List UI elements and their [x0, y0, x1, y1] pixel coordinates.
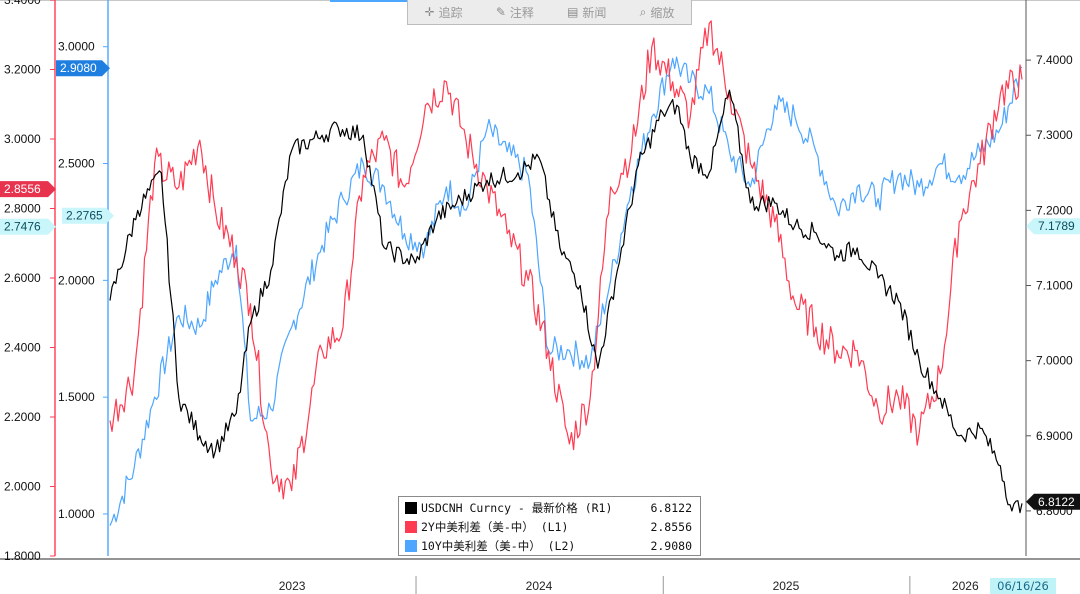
r1-tick-label: 7.4000 [1036, 53, 1073, 67]
r1-cyan-marker: 7.1789 [1038, 219, 1075, 233]
toolbar-track-label: 追踪 [438, 5, 463, 20]
far-left-tick-label: 3.0000 [4, 132, 41, 146]
l1-tick-label: 3.0000 [58, 40, 95, 54]
far-left-red-marker: 2.8556 [4, 182, 41, 196]
l2-blue-marker: 2.9080 [60, 61, 97, 75]
legend-name-10y: 10Y中美利差（美-中） (L2) [421, 538, 576, 553]
far-left-cyan-marker-bg [0, 218, 56, 235]
far-left-tick-label: 2.0000 [4, 480, 41, 494]
l1-tick-label: 2.0000 [58, 273, 95, 287]
legend-value-usdcnh: 6.8122 [650, 500, 692, 515]
far-left-tick-label: 2.4000 [4, 341, 41, 355]
usdcnh-line [109, 89, 1023, 514]
legend-value-10y: 2.9080 [650, 538, 692, 553]
legend-swatch-10y [405, 539, 417, 552]
toolbar-zoom-label: 缩放 [650, 5, 675, 20]
x-tick-label: 2026 [952, 579, 979, 593]
toolbar-annotate-label: 注释 [509, 5, 534, 20]
far-left-tick-label: 2.2000 [4, 410, 41, 424]
l1-cyan-marker-bg [62, 207, 114, 224]
r1-tick-label: 7.3000 [1036, 128, 1073, 142]
far-left-red-marker-bg [0, 181, 56, 198]
r1-cyan-marker-bg [1026, 218, 1080, 235]
current-date-box: 06/16/26 [990, 578, 1056, 594]
series-layer [109, 20, 1023, 526]
y10-spread-line [109, 56, 1023, 526]
legend-swatch-2y [405, 520, 417, 533]
crosshair-icon: ✛ [424, 5, 435, 19]
r1-tick-label: 7.0000 [1036, 354, 1073, 368]
legend-name-usdcnh: USDCNH Curncy - 最新价格 (R1) [421, 500, 613, 515]
magnifier-icon: ⌕ [639, 4, 647, 19]
r1-black-marker: 6.8122 [1038, 495, 1075, 509]
toolbar-news-label: 新闻 [582, 5, 607, 20]
l1-cyan-marker: 2.2765 [66, 209, 103, 223]
legend-value-2y: 2.8556 [650, 519, 692, 534]
toolbar-annotate-button[interactable]: ✎ 注释 [496, 4, 534, 21]
r1-tick-label: 7.2000 [1036, 203, 1073, 217]
legend-entry-2y: 2Y中美利差（美-中） (L1) 2.8556 [399, 518, 700, 535]
r1-tick-label: 7.1000 [1036, 279, 1073, 293]
pencil-icon: ✎ [495, 5, 506, 19]
legend-name-2y: 2Y中美利差（美-中） (L1) [421, 519, 569, 534]
l1-tick-label: 1.0000 [58, 507, 95, 521]
r1-black-marker-bg [1026, 493, 1080, 510]
chart-toolbar: ✛ 追踪 ✎ 注释 ▤ 新闻 ⌕ 缩放 [407, 0, 692, 25]
far-left-tick-label: 3.2000 [4, 63, 41, 77]
far-left-tick-label: 3.4000 [4, 0, 41, 7]
l1-tick-label: 2.5000 [58, 157, 95, 171]
l1-tick-label: 1.5000 [58, 390, 95, 404]
far-left-tick-label: 2.6000 [4, 271, 41, 285]
chart-legend: USDCNH Curncy - 最新价格 (R1) 6.8122 2Y中美利差（… [398, 496, 701, 556]
far-left-tick-label: 2.8000 [4, 202, 41, 216]
r1-tick-label: 6.9000 [1036, 429, 1073, 443]
l2-blue-marker-bg [56, 60, 110, 77]
toolbar-zoom-button[interactable]: ⌕ 缩放 [640, 4, 675, 21]
far-left-tick-label: 1.8000 [4, 549, 41, 563]
marker-layer: 2.8556 2.7476 2.9080 2.2765 7.1789 6.8122 [0, 60, 1080, 510]
toolbar-news-button[interactable]: ▤ 新闻 [567, 4, 606, 21]
legend-swatch-usdcnh [405, 501, 417, 514]
y2-spread-line [109, 20, 1023, 500]
x-tick-label: 2023 [279, 579, 306, 593]
far-left-cyan-marker: 2.7476 [4, 220, 41, 234]
legend-entry-usdcnh: USDCNH Curncy - 最新价格 (R1) 6.8122 [399, 499, 700, 516]
news-icon: ▤ [567, 5, 579, 19]
x-tick-label: 2024 [526, 579, 553, 593]
legend-entry-10y: 10Y中美利差（美-中） (L2) 2.9080 [399, 537, 700, 554]
x-tick-label: 2025 [773, 579, 800, 593]
toolbar-track-button[interactable]: ✛ 追踪 [425, 4, 463, 21]
